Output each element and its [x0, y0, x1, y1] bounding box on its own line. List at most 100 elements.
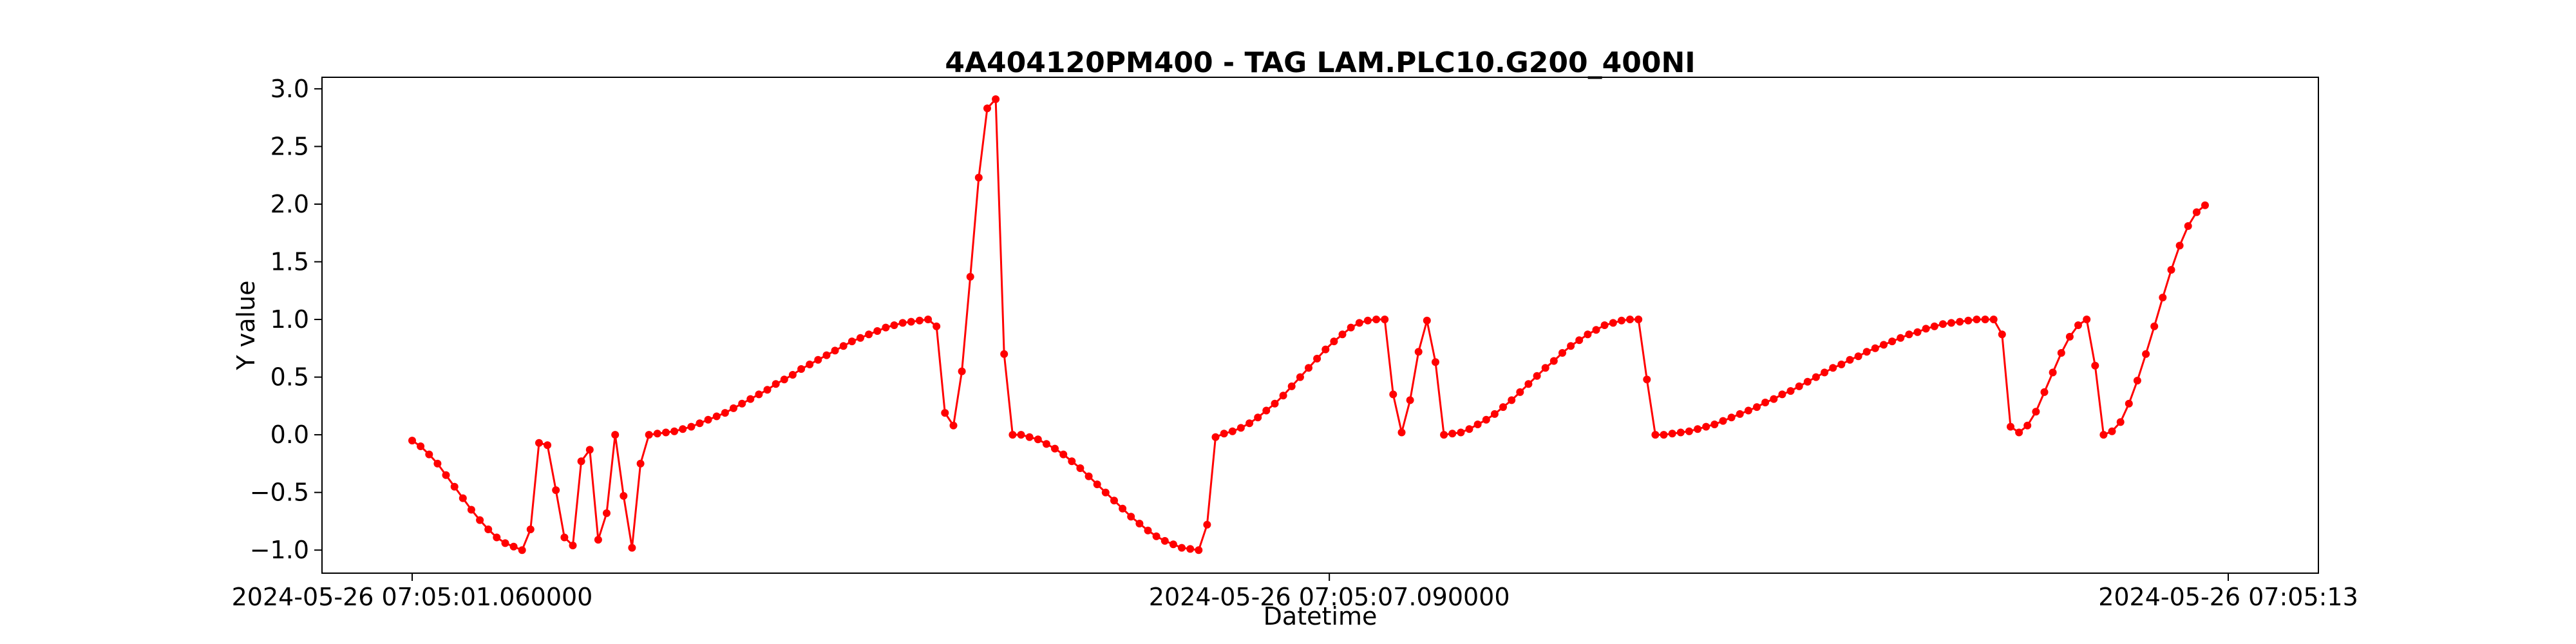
data-point: [611, 431, 620, 439]
data-point: [898, 319, 907, 327]
data-point: [1897, 334, 1905, 342]
data-point: [2159, 294, 2167, 301]
data-point: [687, 422, 696, 431]
data-point: [1617, 316, 1625, 325]
data-point: [1482, 415, 1490, 424]
data-point: [1296, 373, 1304, 381]
data-point: [730, 404, 737, 412]
data-point: [1084, 472, 1093, 480]
y-axis-label: Y value: [232, 280, 260, 370]
data-point: [1363, 316, 1372, 325]
data-point: [1195, 546, 1203, 554]
data-point: [2057, 349, 2065, 357]
data-point: [1761, 399, 1770, 406]
data-point: [1440, 431, 1448, 439]
data-point: [1846, 355, 1854, 364]
data-point: [1862, 348, 1871, 356]
data-point: [797, 365, 806, 373]
data-point: [1643, 375, 1651, 384]
data-point: [1524, 380, 1533, 388]
data-point: [1220, 430, 1228, 438]
data-point: [544, 441, 552, 450]
data-point: [433, 459, 442, 468]
data-point: [476, 516, 484, 524]
data-point: [1135, 520, 1144, 527]
data-point: [2040, 388, 2049, 396]
data-point: [501, 539, 509, 547]
data-point: [1888, 337, 1897, 346]
data-point: [2032, 408, 2040, 416]
y-axis: −1.0 −0.5 0.0 0.5 1.0 1.5 2.0 2.5 3.0: [250, 75, 322, 564]
data-point: [1567, 342, 1575, 350]
data-point: [1068, 457, 1076, 466]
data-point: [1660, 431, 1668, 439]
data-point: [1541, 364, 1549, 372]
data-point: [1499, 403, 1507, 412]
data-point: [2015, 428, 2023, 437]
data-point: [1152, 532, 1160, 540]
data-point: [1457, 428, 1465, 437]
data-point: [594, 536, 602, 544]
data-point: [2133, 377, 2141, 384]
data-point: [788, 371, 797, 379]
data-point: [1042, 440, 1050, 448]
data-point: [1786, 387, 1795, 395]
data-point: [1710, 421, 1719, 428]
data-point: [949, 421, 958, 430]
data-point: [518, 546, 526, 554]
data-point: [1626, 316, 1634, 323]
y-tick-label: 1.5: [270, 248, 309, 276]
data-point: [1947, 319, 1955, 327]
data-point: [1389, 390, 1397, 399]
data-point: [721, 409, 729, 417]
x-tick-label: 2024-05-26 07:05:13: [2098, 583, 2358, 611]
x-tick-label: 2024-05-26 07:05:01.060000: [232, 583, 593, 611]
data-point: [1432, 358, 1439, 366]
data-point: [2201, 201, 2209, 209]
data-point: [2099, 431, 2108, 439]
data-point: [1228, 427, 1236, 435]
data-point: [857, 334, 864, 342]
data-point: [1913, 328, 1922, 336]
data-point: [450, 482, 459, 491]
data-point: [1584, 330, 1592, 339]
data-point: [1009, 431, 1017, 439]
data-point: [484, 526, 493, 533]
data-point: [1812, 373, 1820, 381]
data-point: [1186, 545, 1195, 553]
data-point: [1956, 317, 1964, 326]
data-point: [552, 486, 560, 495]
data-point: [1178, 544, 1186, 552]
data-point: [1236, 424, 1245, 432]
data-point: [780, 375, 788, 384]
data-point: [907, 317, 915, 326]
data-point: [1508, 396, 1516, 404]
data-point: [1744, 406, 1752, 415]
y-tick-label: 0.0: [270, 421, 309, 449]
data-point: [509, 542, 518, 551]
data-point: [1998, 330, 2006, 339]
data-point: [1668, 430, 1676, 438]
data-point: [1423, 316, 1431, 325]
data-point: [679, 425, 687, 433]
data-point: [577, 457, 585, 466]
data-point: [1279, 392, 1287, 400]
data-point: [1000, 350, 1009, 358]
data-point: [1490, 410, 1499, 418]
data-point: [1017, 431, 1025, 439]
data-point: [1338, 330, 1347, 339]
data-point: [1305, 364, 1312, 372]
y-tick-label: 2.5: [270, 132, 309, 160]
data-point: [662, 428, 670, 437]
data-point: [1169, 540, 1177, 549]
data-point: [1533, 372, 1541, 380]
data-point: [1254, 413, 1262, 422]
data-point: [1753, 403, 1761, 412]
data-point: [983, 104, 991, 113]
data-point: [1549, 357, 1558, 365]
data-point: [2091, 361, 2099, 370]
data-point: [2175, 242, 2184, 250]
data-point: [831, 346, 839, 355]
data-point: [1854, 352, 1862, 361]
data-point: [569, 542, 577, 549]
